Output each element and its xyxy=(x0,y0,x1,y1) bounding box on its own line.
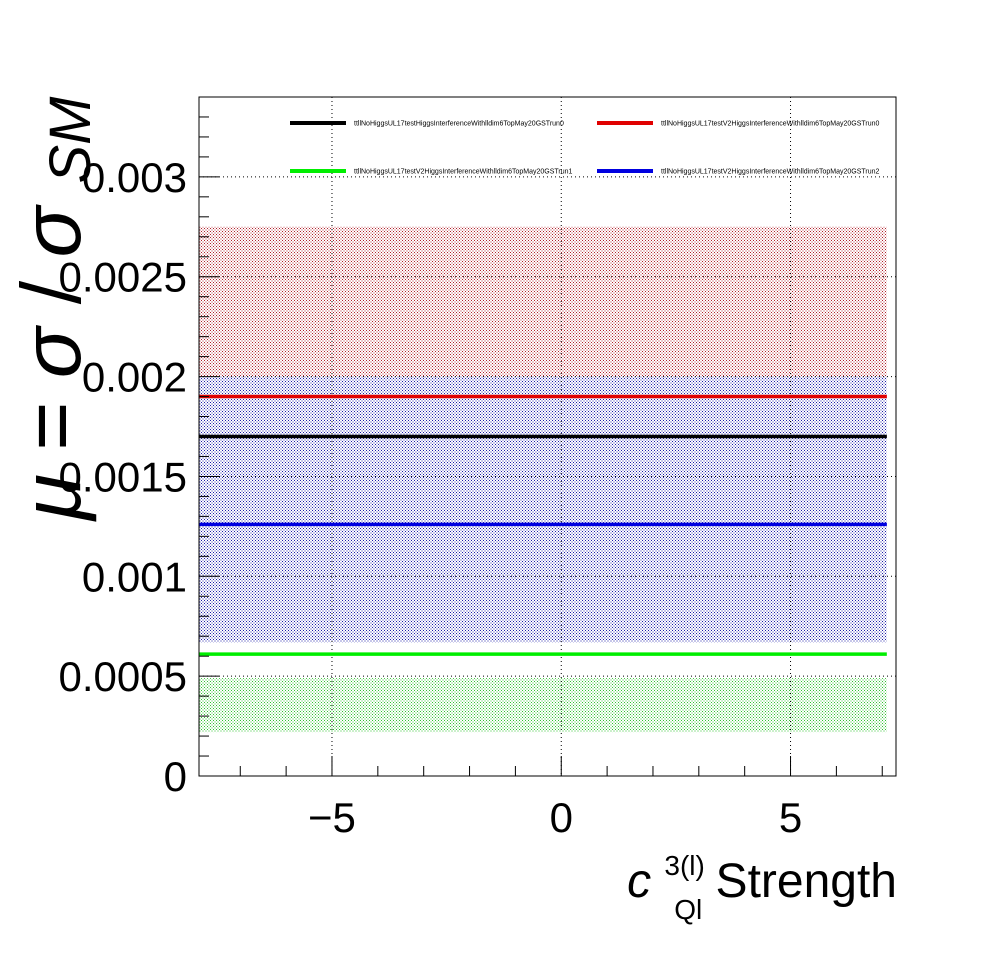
x-label-subscript: Ql xyxy=(674,894,702,925)
band-2 xyxy=(199,678,887,733)
y-label-eq: = xyxy=(4,378,98,450)
x-tick-label-1: 0 xyxy=(550,794,573,841)
y-axis-label: μ = σ / σ SM xyxy=(4,96,103,522)
series-lines xyxy=(199,394,887,656)
y-tick-label-4: 0.002 xyxy=(82,354,187,401)
y-tick-label-5: 0.0025 xyxy=(59,254,187,301)
legend-label-3: ttllNoHiggsUL17testV2HiggsInterferenceWi… xyxy=(661,169,880,176)
legend-label-1: ttllNoHiggsUL17testV2HiggsInterferenceWi… xyxy=(661,121,880,128)
x-label-suffix: Strength xyxy=(716,855,897,908)
y-tick-label-0: 0 xyxy=(164,753,187,800)
y-tick-label-1: 0.0005 xyxy=(59,653,187,700)
y-label-slash: / xyxy=(4,280,98,304)
y-label-sigma: σ xyxy=(4,324,98,378)
legend: ttllNoHiggsUL17testHiggsInterferenceWith… xyxy=(290,121,880,176)
band-3 xyxy=(199,376,887,643)
y-label-mu: μ xyxy=(4,474,98,522)
y-label-sub: SM xyxy=(38,96,103,184)
band-1 xyxy=(199,226,887,377)
y-tick-label-2: 0.001 xyxy=(82,553,187,600)
x-label-superscript: 3(l) xyxy=(664,850,704,881)
y-tick-label-3: 0.0015 xyxy=(59,453,187,500)
x-axis-label: c 3(l) Ql Strength xyxy=(627,833,897,930)
x-label-main: c xyxy=(627,855,651,908)
uncertainty-bands xyxy=(199,226,887,733)
x-tick-label-0: −5 xyxy=(308,794,356,841)
legend-label-0: ttllNoHiggsUL17testHiggsInterferenceWith… xyxy=(354,121,564,128)
tick-labels: −5 0 5 0 0.0005 0.001 0.0015 0.002 0.0025 0.003 xyxy=(59,154,803,841)
y-label-sigma2: σ xyxy=(4,204,98,258)
axis-ticks xyxy=(199,96,883,777)
x-tick-label-2: 5 xyxy=(779,794,802,841)
legend-label-2: ttllNoHiggsUL17testV2HiggsInterferenceWi… xyxy=(354,169,573,176)
y-tick-label-6: 0.003 xyxy=(82,154,187,201)
grid-lines xyxy=(199,97,896,776)
